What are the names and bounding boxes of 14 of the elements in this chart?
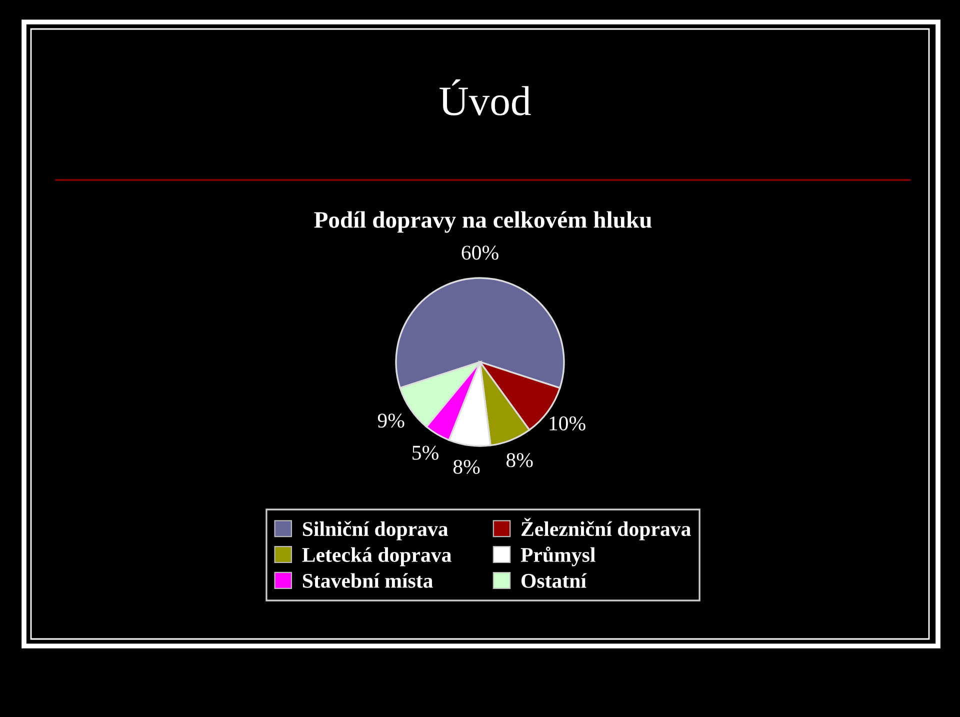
legend-label: Železniční doprava: [521, 518, 691, 540]
data-label: 60%: [462, 246, 498, 260]
legend-label: Průmysl: [520, 546, 596, 566]
data-label: 5%: [412, 446, 438, 460]
data-label: 10%: [550, 416, 586, 430]
chart-title: Úvod: [440, 79, 531, 116]
chart-subtitle: Podíl dopravy na celkovém hluku: [314, 211, 652, 233]
data-label: 8%: [453, 460, 480, 474]
legend-label: Letecká doprava: [302, 547, 452, 566]
data-label: 9%: [378, 414, 404, 428]
legend-label: Silniční doprava: [302, 521, 448, 540]
legend-label: Ostatní: [522, 573, 587, 588]
legend-label: Stavební místa: [302, 573, 433, 588]
data-label: 8%: [506, 453, 533, 468]
